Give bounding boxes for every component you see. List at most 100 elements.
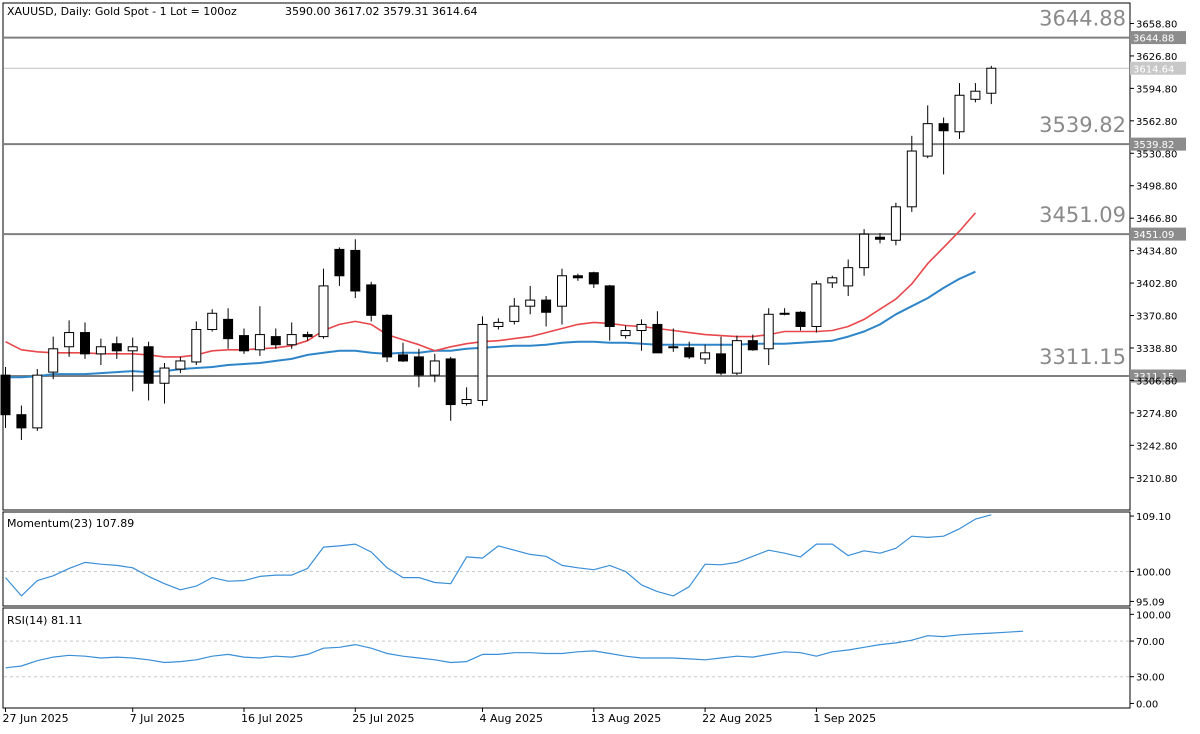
candle [890,202,901,246]
candle [254,306,265,356]
candle-body-up [843,267,854,287]
candle [429,353,440,383]
level-price-tag [1130,369,1186,383]
time-axis-label: 13 Aug 2025 [591,712,661,725]
candle [64,320,75,357]
candle [318,268,329,339]
candle-body-up [461,398,472,405]
level-price-tag-label: 3644.88 [1133,34,1174,45]
candle [286,322,297,349]
candle-body-up [64,332,75,348]
candle [48,336,59,380]
time-axis-label: 16 Jul 2025 [241,712,303,725]
candle-body-down [938,123,949,132]
candle-body-up [429,360,440,376]
time-axis-label: 1 Sep 2025 [813,712,876,725]
price-axis-label: 3658.80 [1136,19,1177,30]
candle [461,387,472,406]
candle-body-up [32,374,43,429]
candle [986,65,997,105]
candle-body-down [111,343,122,352]
time-axis-label: 25 Jul 2025 [352,712,414,725]
candle [143,341,154,401]
rsi-axis-label: 30.00 [1136,673,1165,684]
candle-body-up [922,123,933,157]
candle-body-down [875,236,885,240]
rsi-panel-frame [2,607,1131,709]
candle-body-up [827,277,838,284]
level-price-tag [1130,137,1186,151]
candle-body-down [302,334,313,338]
candle [652,311,663,354]
candle [207,309,218,332]
candle-body-down [716,353,726,374]
candle-body-up [286,334,297,346]
candle [779,308,790,316]
candle [191,321,202,366]
candle [95,338,106,366]
candle-body-down [223,318,234,340]
candle-body-up [48,348,59,373]
candle-body-down [588,272,599,285]
candle-body-up [95,346,106,355]
candle-body-up [191,329,202,363]
candle [859,229,870,276]
level-price-tag-label: 3539.82 [1133,140,1174,151]
price-axis: 3658.80 3626.80 3594.80 3562.80 3530.80 3498.… [1130,19,1177,485]
candle [270,328,281,349]
candle-body-down [747,340,758,351]
level-label: 3311.15 [1039,345,1126,369]
time-axis-label: 22 Aug 2025 [702,712,772,725]
candle [588,271,599,288]
candle [80,322,90,359]
candle [795,311,806,331]
momentum-axis-label: 95.09 [1136,597,1165,608]
price-axis-label: 3434.80 [1136,247,1177,258]
momentum-indicator: 109.10 100.00 95.09 [4,512,1171,608]
candle-body-up [525,299,536,307]
candle [302,331,313,341]
price-axis-label: 3210.80 [1136,474,1177,485]
momentum-axis-label: 100.00 [1136,567,1171,578]
price-panel-frame [2,2,1131,511]
candle [938,117,949,175]
candle [684,341,695,359]
candle-body-up [970,90,981,100]
candle-body-down [604,285,615,327]
candle [843,259,854,297]
candle-body-up [620,330,631,337]
candle [239,328,249,354]
candle [954,83,965,139]
candle-body-up [207,312,218,331]
level-price-tag [1130,31,1186,45]
current-price-tag [1130,61,1186,75]
candle [127,337,138,392]
candle-body-up [493,321,504,327]
candle [811,280,822,333]
candle [747,334,758,351]
candle-body-up [954,94,965,133]
candle-body-up [906,150,917,208]
candle-body-down [366,284,377,316]
candle-body-up [731,340,742,374]
momentum-axis-label: 109.10 [1136,512,1171,523]
candle [557,268,567,325]
candle [175,356,186,374]
candle [875,233,885,244]
candle-body-up [890,206,901,241]
candle [827,275,838,288]
candle-body-up [811,283,822,327]
candle [477,316,488,406]
candle-body-down [16,414,27,429]
candle [223,308,234,349]
candle-body-down [239,335,249,352]
momentum-line [5,514,992,597]
candle [716,336,726,376]
candle-body-down [572,275,583,279]
chart-header-symbol: XAUUSD, Daily: Gold Spot - 1 Lot = 100oz [7,5,237,18]
price-axis-label: 3274.80 [1136,409,1177,420]
candle-body-down [779,312,790,315]
time-axis-label: 7 Jul 2025 [130,712,185,725]
